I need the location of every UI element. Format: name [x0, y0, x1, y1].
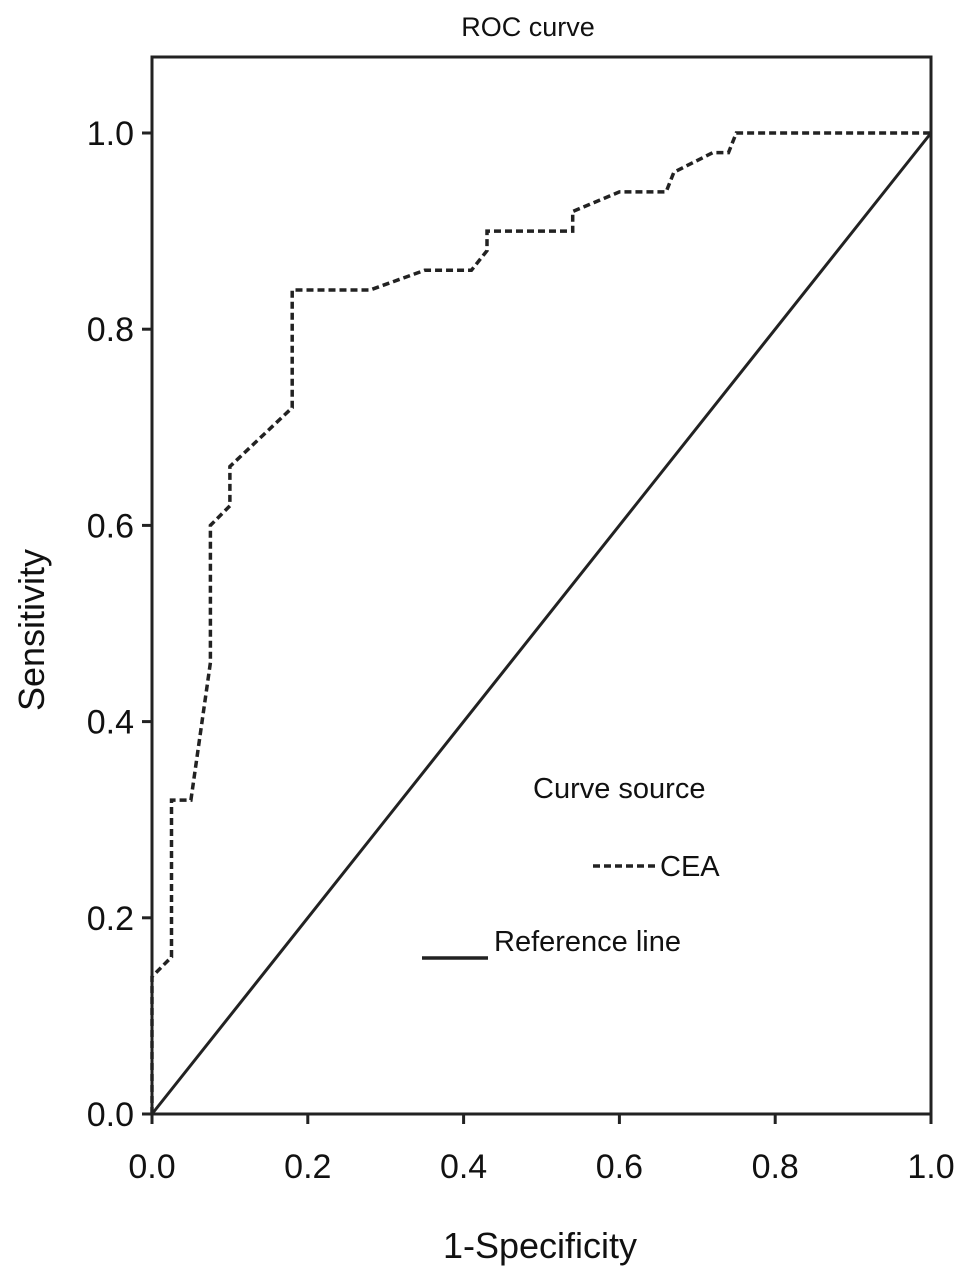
series-line-cea [150, 131, 931, 1114]
legend-label-cea: CEA [660, 851, 720, 883]
y-axis-title: Sensitivity [11, 549, 52, 711]
y-tick-label: 0.8 [87, 311, 134, 349]
y-tick-label: 0.6 [87, 507, 134, 545]
chart-title: ROC curve [461, 12, 595, 42]
x-axis-title: 1-Specificity [443, 1225, 637, 1266]
legend-title: Curve source [533, 773, 705, 805]
legend: Curve source CEA Reference line [422, 773, 720, 960]
x-tick-label: 0.6 [596, 1148, 643, 1186]
y-tick-label: 0.2 [87, 900, 134, 938]
x-tick-label: 1.0 [907, 1148, 954, 1186]
series-line-reference-line [150, 132, 933, 1115]
x-tick-label: 0.8 [752, 1148, 799, 1186]
x-tick-label: 0.2 [284, 1148, 331, 1186]
y-tick-label: 0.0 [87, 1096, 134, 1134]
x-tick-label: 0.0 [128, 1148, 175, 1186]
y-tick-label: 0.4 [87, 704, 134, 742]
y-tick-label: 1.0 [87, 115, 134, 153]
ticks-layer: 0.0 0.2 0.4 0.6 0.8 1.0 0.0 0.2 0.4 0.6 0.8 1.0 [87, 115, 955, 1186]
plot-frame [150, 55, 933, 1116]
x-tick-label: 0.4 [440, 1148, 487, 1186]
series-layer [150, 131, 933, 1115]
legend-label-reference-line: Reference line [494, 926, 681, 958]
